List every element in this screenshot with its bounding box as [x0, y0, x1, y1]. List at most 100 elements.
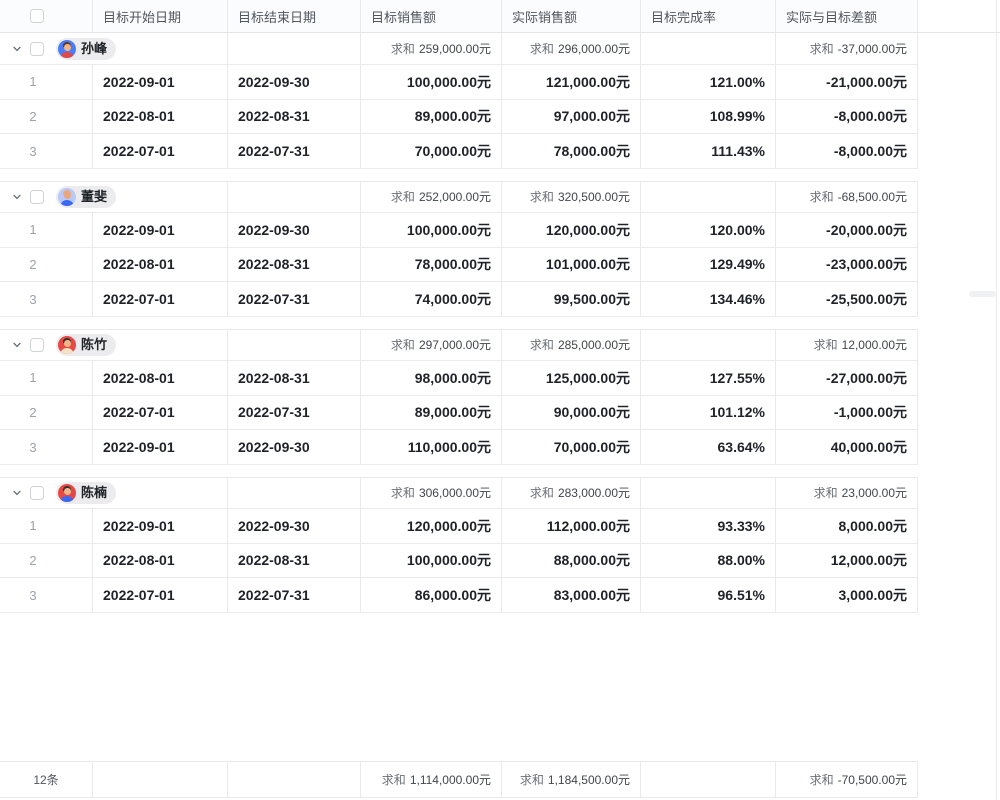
column-header-completion-rate[interactable]: 目标完成率 [641, 0, 776, 32]
cell-actual-sales[interactable]: 125,000.00元 [502, 360, 641, 395]
cell-target-end-date[interactable]: 2022-07-31 [228, 282, 361, 316]
cell-completion-rate[interactable]: 101.12% [641, 395, 776, 430]
cell-target-difference[interactable]: -8,000.00元 [776, 134, 918, 168]
cell-target-start-date[interactable]: 2022-09-01 [93, 212, 228, 247]
group-sum-cell[interactable]: 求和 297,000.00元 [361, 329, 502, 360]
footer-sum-actual-sales[interactable]: 求和 1,184,500.00元 [502, 762, 641, 797]
cell-completion-rate[interactable]: 127.55% [641, 360, 776, 395]
cell-target-end-date[interactable]: 2022-07-31 [228, 395, 361, 430]
group-sum-cell[interactable]: 求和 283,000.00元 [502, 477, 641, 508]
cell-completion-rate[interactable]: 108.99% [641, 99, 776, 134]
footer-sum-target-difference[interactable]: 求和 -70,500.00元 [776, 762, 918, 797]
cell-target-difference[interactable]: 12,000.00元 [776, 543, 918, 578]
cell-target-end-date[interactable]: 2022-08-31 [228, 360, 361, 395]
chevron-down-icon[interactable] [12, 340, 22, 350]
cell-target-sales[interactable]: 89,000.00元 [361, 395, 502, 430]
group-sum-cell[interactable] [641, 477, 776, 508]
cell-target-start-date[interactable]: 2022-07-01 [93, 578, 228, 612]
cell-target-end-date[interactable]: 2022-09-30 [228, 430, 361, 464]
cell-actual-sales[interactable]: 101,000.00元 [502, 247, 641, 282]
chevron-down-icon[interactable] [12, 192, 22, 202]
row-number-cell[interactable]: 1 [0, 212, 93, 247]
cell-actual-sales[interactable]: 97,000.00元 [502, 99, 641, 134]
cell-actual-sales[interactable]: 70,000.00元 [502, 430, 641, 464]
cell-target-sales[interactable]: 89,000.00元 [361, 99, 502, 134]
row-number-cell[interactable]: 2 [0, 99, 93, 134]
cell-actual-sales[interactable]: 112,000.00元 [502, 508, 641, 543]
row-number-cell[interactable]: 2 [0, 395, 93, 430]
cell-target-difference[interactable]: 3,000.00元 [776, 578, 918, 612]
cell-target-end-date[interactable]: 2022-08-31 [228, 247, 361, 282]
group-sum-cell[interactable]: 求和 252,000.00元 [361, 181, 502, 212]
cell-target-difference[interactable]: -8,000.00元 [776, 99, 918, 134]
cell-target-sales[interactable]: 100,000.00元 [361, 212, 502, 247]
row-number-cell[interactable]: 1 [0, 65, 93, 99]
group-checkbox[interactable] [30, 41, 44, 56]
cell-target-start-date[interactable]: 2022-09-01 [93, 508, 228, 543]
chevron-down-icon[interactable] [12, 488, 22, 498]
cell-target-difference[interactable]: 40,000.00元 [776, 430, 918, 464]
cell-target-end-date[interactable]: 2022-09-30 [228, 65, 361, 99]
group-sum-cell[interactable]: 求和 259,000.00元 [361, 33, 502, 64]
footer-cell-completion-rate[interactable] [641, 762, 776, 797]
cell-completion-rate[interactable]: 93.33% [641, 508, 776, 543]
cell-target-difference[interactable]: 8,000.00元 [776, 508, 918, 543]
footer-cell-start-date[interactable] [93, 762, 228, 797]
cell-target-start-date[interactable]: 2022-07-01 [93, 395, 228, 430]
group-sum-cell[interactable]: 求和 23,000.00元 [776, 477, 918, 508]
cell-target-start-date[interactable]: 2022-08-01 [93, 543, 228, 578]
group-sum-cell[interactable] [641, 33, 776, 64]
cell-target-end-date[interactable]: 2022-09-30 [228, 508, 361, 543]
row-number-cell[interactable]: 1 [0, 360, 93, 395]
select-all-checkbox[interactable] [30, 9, 44, 23]
column-header-target-sales[interactable]: 目标销售额 [361, 0, 502, 32]
cell-completion-rate[interactable]: 111.43% [641, 134, 776, 168]
cell-target-sales[interactable]: 100,000.00元 [361, 65, 502, 99]
cell-target-sales[interactable]: 70,000.00元 [361, 134, 502, 168]
cell-target-difference[interactable]: -1,000.00元 [776, 395, 918, 430]
cell-target-difference[interactable]: -23,000.00元 [776, 247, 918, 282]
cell-target-sales[interactable]: 74,000.00元 [361, 282, 502, 316]
cell-target-difference[interactable]: -25,500.00元 [776, 282, 918, 316]
cell-target-start-date[interactable]: 2022-07-01 [93, 282, 228, 316]
cell-target-end-date[interactable]: 2022-07-31 [228, 134, 361, 168]
cell-target-start-date[interactable]: 2022-09-01 [93, 65, 228, 99]
group-sum-cell[interactable] [641, 329, 776, 360]
cell-target-start-date[interactable]: 2022-07-01 [93, 134, 228, 168]
cell-target-sales[interactable]: 98,000.00元 [361, 360, 502, 395]
cell-actual-sales[interactable]: 90,000.00元 [502, 395, 641, 430]
cell-completion-rate[interactable]: 63.64% [641, 430, 776, 464]
group-sum-cell[interactable]: 求和 296,000.00元 [502, 33, 641, 64]
row-number-cell[interactable]: 2 [0, 247, 93, 282]
row-number-cell[interactable]: 3 [0, 282, 93, 316]
cell-target-start-date[interactable]: 2022-09-01 [93, 430, 228, 464]
group-sum-cell[interactable]: 求和 320,500.00元 [502, 181, 641, 212]
cell-target-start-date[interactable]: 2022-08-01 [93, 360, 228, 395]
cell-target-end-date[interactable]: 2022-09-30 [228, 212, 361, 247]
footer-sum-target-sales[interactable]: 求和 1,114,000.00元 [361, 762, 502, 797]
cell-completion-rate[interactable]: 134.46% [641, 282, 776, 316]
group-checkbox[interactable] [30, 337, 44, 352]
cell-target-sales[interactable]: 78,000.00元 [361, 247, 502, 282]
cell-actual-sales[interactable]: 121,000.00元 [502, 65, 641, 99]
cell-target-sales[interactable]: 110,000.00元 [361, 430, 502, 464]
row-number-cell[interactable]: 3 [0, 430, 93, 464]
group-sum-cell[interactable]: 求和 285,000.00元 [502, 329, 641, 360]
column-header-actual-sales[interactable]: 实际销售额 [502, 0, 641, 32]
cell-target-sales[interactable]: 100,000.00元 [361, 543, 502, 578]
row-number-cell[interactable]: 1 [0, 508, 93, 543]
column-header-target-difference[interactable]: 实际与目标差额 [776, 0, 918, 32]
cell-target-difference[interactable]: -27,000.00元 [776, 360, 918, 395]
cell-actual-sales[interactable]: 78,000.00元 [502, 134, 641, 168]
cell-actual-sales[interactable]: 88,000.00元 [502, 543, 641, 578]
row-number-cell[interactable]: 3 [0, 134, 93, 168]
cell-target-end-date[interactable]: 2022-08-31 [228, 99, 361, 134]
cell-target-difference[interactable]: -21,000.00元 [776, 65, 918, 99]
cell-completion-rate[interactable]: 129.49% [641, 247, 776, 282]
cell-completion-rate[interactable]: 88.00% [641, 543, 776, 578]
cell-target-end-date[interactable]: 2022-08-31 [228, 543, 361, 578]
cell-target-difference[interactable]: -20,000.00元 [776, 212, 918, 247]
group-sum-cell[interactable]: 求和 -68,500.00元 [776, 181, 918, 212]
cell-target-start-date[interactable]: 2022-08-01 [93, 247, 228, 282]
cell-actual-sales[interactable]: 99,500.00元 [502, 282, 641, 316]
